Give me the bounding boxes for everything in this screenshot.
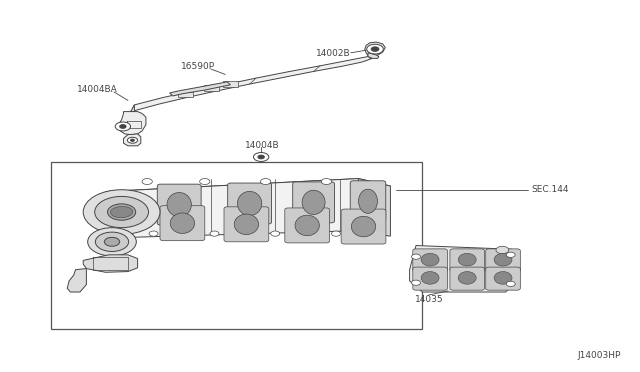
Ellipse shape [351,217,376,237]
Circle shape [127,137,138,143]
Text: SEC.144: SEC.144 [531,185,569,194]
Bar [51,162,422,329]
Circle shape [95,232,129,251]
Circle shape [496,246,509,254]
Text: 16590P: 16590P [181,62,216,71]
Ellipse shape [234,214,259,234]
Circle shape [149,231,158,236]
Circle shape [412,280,420,285]
Circle shape [104,237,120,246]
FancyBboxPatch shape [341,209,386,244]
Polygon shape [358,179,390,236]
Ellipse shape [494,253,512,266]
Ellipse shape [458,253,476,266]
Circle shape [260,179,271,185]
Circle shape [412,254,420,259]
Circle shape [371,47,379,51]
Polygon shape [67,269,86,292]
Ellipse shape [421,272,439,284]
Polygon shape [106,179,390,197]
Circle shape [506,281,515,286]
Bar [204,85,219,91]
FancyBboxPatch shape [486,249,520,272]
Circle shape [258,155,264,159]
Ellipse shape [295,215,319,236]
Polygon shape [131,53,381,112]
Polygon shape [410,246,518,292]
Polygon shape [118,112,146,135]
Ellipse shape [358,189,378,214]
FancyBboxPatch shape [413,267,447,290]
FancyBboxPatch shape [450,267,484,290]
FancyBboxPatch shape [486,267,520,290]
Circle shape [88,228,136,256]
Circle shape [506,252,515,257]
Circle shape [95,196,148,228]
Polygon shape [365,42,385,58]
FancyBboxPatch shape [285,208,330,243]
Circle shape [210,231,219,236]
Circle shape [271,231,280,236]
FancyBboxPatch shape [224,207,269,242]
Polygon shape [124,134,141,146]
Circle shape [142,179,152,185]
Polygon shape [368,53,379,58]
Ellipse shape [167,193,191,217]
Polygon shape [170,82,230,96]
Ellipse shape [170,213,195,234]
Ellipse shape [421,253,439,266]
Circle shape [108,204,136,220]
Circle shape [200,179,210,185]
Polygon shape [106,179,358,238]
Circle shape [367,44,383,54]
FancyBboxPatch shape [228,183,271,224]
Text: 14004BA: 14004BA [77,85,118,94]
Polygon shape [126,105,134,119]
Text: J14003HP: J14003HP [577,351,621,360]
Circle shape [115,122,131,131]
Text: 14004B: 14004B [245,141,280,150]
Ellipse shape [494,272,512,284]
Circle shape [131,139,134,141]
Ellipse shape [302,190,325,214]
Ellipse shape [237,191,262,216]
Circle shape [120,125,126,128]
FancyBboxPatch shape [292,182,335,223]
FancyBboxPatch shape [450,249,484,272]
Bar [178,92,193,97]
Ellipse shape [111,206,132,218]
Circle shape [253,153,269,161]
FancyBboxPatch shape [160,206,205,241]
FancyBboxPatch shape [157,184,201,225]
Text: 14002B: 14002B [316,49,350,58]
Text: 14035: 14035 [415,295,443,304]
Circle shape [332,231,340,236]
Bar [223,81,238,87]
Polygon shape [83,255,138,272]
FancyBboxPatch shape [350,181,386,222]
Ellipse shape [458,272,476,284]
Circle shape [83,190,160,234]
Circle shape [321,179,332,185]
FancyBboxPatch shape [413,249,447,272]
